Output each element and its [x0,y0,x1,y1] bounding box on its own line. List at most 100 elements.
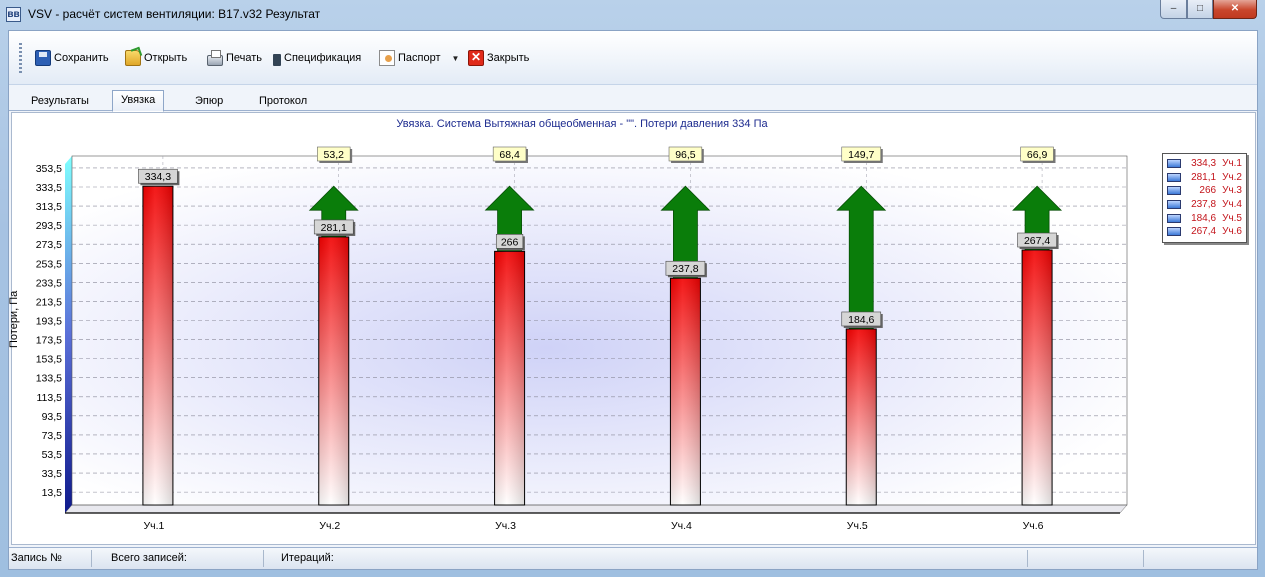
y-tick-label: 93,5 [42,411,63,423]
legend-swatch [1167,227,1181,237]
main-window: Сохранить Открыть Печать Спецификация Па… [8,30,1258,570]
legend-item: 266 Уч.3 [1167,184,1242,198]
legend-swatch [1167,172,1181,182]
legend-value: 281,1 [1191,171,1217,183]
balance-label: 96,5 [675,149,696,161]
y-axis-wall [65,156,72,513]
close-label: Закрыть [487,52,530,64]
value-label: 266 [501,236,519,248]
tab-protocol[interactable]: Протокол [259,95,308,107]
status-iterations: Итераций: [281,552,334,564]
chart-title: Увязка. Система Вытяжная общеобменная - … [396,118,768,130]
app-icon: вв [6,7,21,22]
close-icon: ✕ [468,50,484,66]
tab-strip: Результаты Увязка Эпюр Протокол [9,87,1257,112]
status-divider [1143,550,1144,567]
status-divider [1027,550,1028,567]
legend-item: 184,6 Уч.5 [1167,211,1242,225]
y-tick-label: 193,5 [36,315,62,327]
legend-name: Уч.5 [1222,212,1242,224]
value-label: 267,4 [1024,235,1050,247]
y-tick-label: 233,5 [36,277,62,289]
save-button[interactable]: Сохранить [35,48,109,68]
chart-canvas: 13,5 33,5 53,5 73,5 93,5 113,5 133,5 153,5 173,5… [36,146,1128,532]
tab-epure[interactable]: Эпюр [195,95,224,107]
legend-name: Уч.6 [1222,226,1242,238]
x-tick-label: Уч.4 [671,520,692,532]
y-tick-label: 13,5 [42,487,63,499]
balance-label-box [1020,146,1054,162]
y-tick-label: 253,5 [36,258,62,270]
print-icon [207,50,223,66]
status-total: Всего записей: [111,552,187,564]
passport-label: Паспорт [398,52,441,64]
legend-name: Уч.4 [1222,199,1242,211]
y-tick-label: 73,5 [42,430,63,442]
y-tick-label: 113,5 [37,392,63,404]
passport-icon [379,50,395,66]
legend-value: 237,8 [1191,199,1217,211]
balance-label: 66,9 [1027,149,1048,161]
plot-background [72,156,1127,505]
value-label-box [1017,232,1057,248]
tab-results[interactable]: Результаты [31,95,89,107]
bar-shading [494,251,525,505]
value-label-box [313,219,354,235]
window-controls: – □ ✕ [1160,0,1257,19]
value-label-box [841,311,882,327]
passport-button[interactable]: Паспорт ▼ [379,48,459,68]
legend-value: 266 [1199,185,1217,197]
y-tick-label: 53,5 [42,449,63,461]
y-tick-label: 333,5 [36,182,62,194]
close-button[interactable]: ✕ Закрыть [468,48,529,68]
balance-label-box [668,146,703,162]
tab-balancing[interactable]: Увязка [112,90,165,112]
legend-item: 281,1 Уч.2 [1167,171,1242,185]
y-tick-label: 33,5 [42,468,63,480]
legend-value: 334,3 [1191,158,1217,170]
open-icon [125,50,141,66]
value-label-box [495,234,524,249]
bar-shading [670,278,701,505]
value-label: 237,8 [672,263,698,275]
legend-name: Уч.3 [1222,185,1242,197]
balance-arrow [836,185,887,330]
bar-shading [142,186,173,505]
legend-swatch [1167,159,1181,169]
save-icon [35,50,51,66]
status-divider [263,550,264,567]
chevron-down-icon[interactable]: ▼ [451,53,460,63]
chart-legend: 334,3 Уч.1 281,1 Уч.2 266 Уч.3 237,8 Уч.4 184,6 У… [1162,153,1247,243]
y-tick-label: 133,5 [36,373,62,385]
x-tick-label: Уч.6 [1023,520,1044,532]
y-tick-label: 313,5 [36,201,62,213]
value-label: 334,3 [145,171,171,183]
print-button[interactable]: Печать [207,48,262,68]
legend-value: 267,4 [1191,226,1217,238]
legend-swatch [1167,186,1181,196]
maximize-button[interactable]: □ [1187,0,1213,19]
toolbar-grip[interactable] [19,43,22,73]
open-label: Открыть [144,52,188,64]
y-tick-label: 153,5 [36,354,62,366]
x-tick-label: Уч.1 [143,520,164,532]
legend-name: Уч.2 [1222,171,1242,183]
value-label-box [138,168,178,184]
print-label: Печать [226,52,263,64]
minimize-button[interactable]: – [1160,0,1187,19]
close-window-button[interactable]: ✕ [1213,0,1257,19]
balance-label-box [317,146,351,162]
status-bar: Запись № Всего записей: Итераций: [9,547,1257,569]
title-bar: вв VSV - расчёт систем вентиляции: B17.v… [0,0,1265,28]
chart-panel: 13,5 33,5 53,5 73,5 93,5 113,5 133,5 153,5 173,5… [8,112,1256,545]
y-tick-label: 213,5 [36,296,62,308]
open-button[interactable]: Открыть [125,48,187,68]
spec-button[interactable]: Спецификация [273,48,361,68]
y-tick-label: 273,5 [36,239,62,251]
spec-icon [273,54,281,66]
x-tick-label: Уч.5 [847,520,868,532]
balance-label-box [492,146,527,162]
legend-item: 267,4 Уч.6 [1167,225,1242,239]
y-tick-label: 173,5 [36,335,62,347]
y-tick-label: 293,5 [36,220,62,232]
